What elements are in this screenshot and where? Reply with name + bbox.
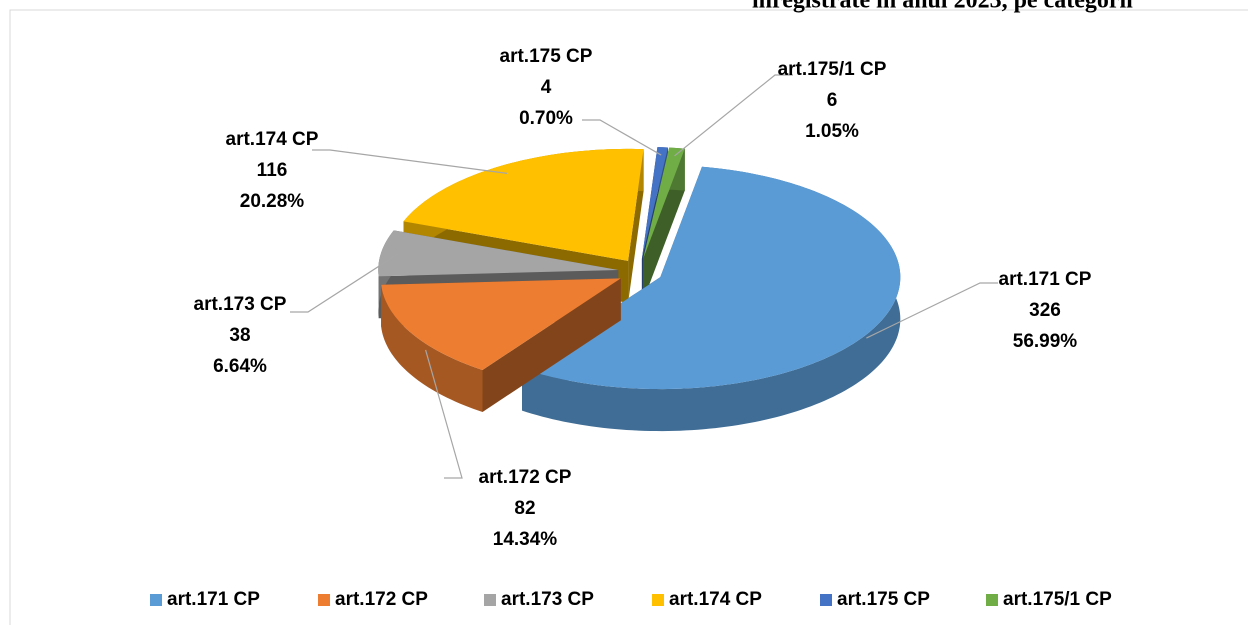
leader-line xyxy=(290,253,398,313)
data-label-name: art.172 CP xyxy=(479,467,572,488)
data-label-percent: 1.05% xyxy=(805,121,859,142)
data-label-value: 116 xyxy=(257,160,288,181)
data-label-percent: 20.28% xyxy=(240,191,305,212)
legend-swatch xyxy=(986,594,998,606)
data-label-value: 6 xyxy=(827,90,838,111)
data-label-percent: 56.99% xyxy=(1013,331,1078,352)
leader-line xyxy=(582,119,662,156)
leader-line xyxy=(425,349,463,479)
slice-top xyxy=(641,147,668,259)
pie-slice xyxy=(381,278,621,412)
legend-label: art.174 CP xyxy=(669,589,762,610)
data-label-name: art.175 CP xyxy=(500,46,593,67)
legend-label: art.172 CP xyxy=(335,589,428,610)
slice-top xyxy=(381,278,621,370)
data-label-value: 38 xyxy=(229,325,250,346)
data-label-name: art.173 CP xyxy=(194,294,287,315)
legend-label: art.175 CP xyxy=(837,589,930,610)
data-label-name: art.171 CP xyxy=(999,269,1092,290)
slice-top xyxy=(643,147,685,259)
legend-swatch xyxy=(318,594,330,606)
leader-line xyxy=(674,74,793,157)
pie-slice xyxy=(643,147,685,301)
slice-wall xyxy=(381,284,483,412)
leader-line xyxy=(866,282,998,339)
legend-swatch xyxy=(820,594,832,606)
legend-label: art.171 CP xyxy=(167,589,260,610)
pie-slice xyxy=(522,166,901,432)
data-label-name: art.174 CP xyxy=(226,129,319,150)
legend-label: art.173 CP xyxy=(501,589,594,610)
slice-wall xyxy=(522,166,901,432)
leader-line xyxy=(312,149,508,174)
slice-top xyxy=(403,148,644,261)
legend-swatch xyxy=(652,594,664,606)
legend-label: art.175/1 CP xyxy=(1003,589,1112,610)
slice-top xyxy=(522,166,901,390)
data-label-value: 326 xyxy=(1029,300,1061,321)
data-label-percent: 14.34% xyxy=(493,529,558,550)
legend-swatch xyxy=(150,594,162,606)
data-label-percent: 6.64% xyxy=(213,356,267,377)
data-label-value: 4 xyxy=(541,77,552,98)
legend-swatch xyxy=(484,594,496,606)
data-label-value: 82 xyxy=(514,498,535,519)
slice-top xyxy=(378,230,619,277)
chart-title: înregistrate în anul 2023, pe categorii xyxy=(751,0,1133,14)
data-label-percent: 0.70% xyxy=(519,108,573,129)
data-label-name: art.175/1 CP xyxy=(778,59,887,80)
chart-border xyxy=(9,9,1248,625)
